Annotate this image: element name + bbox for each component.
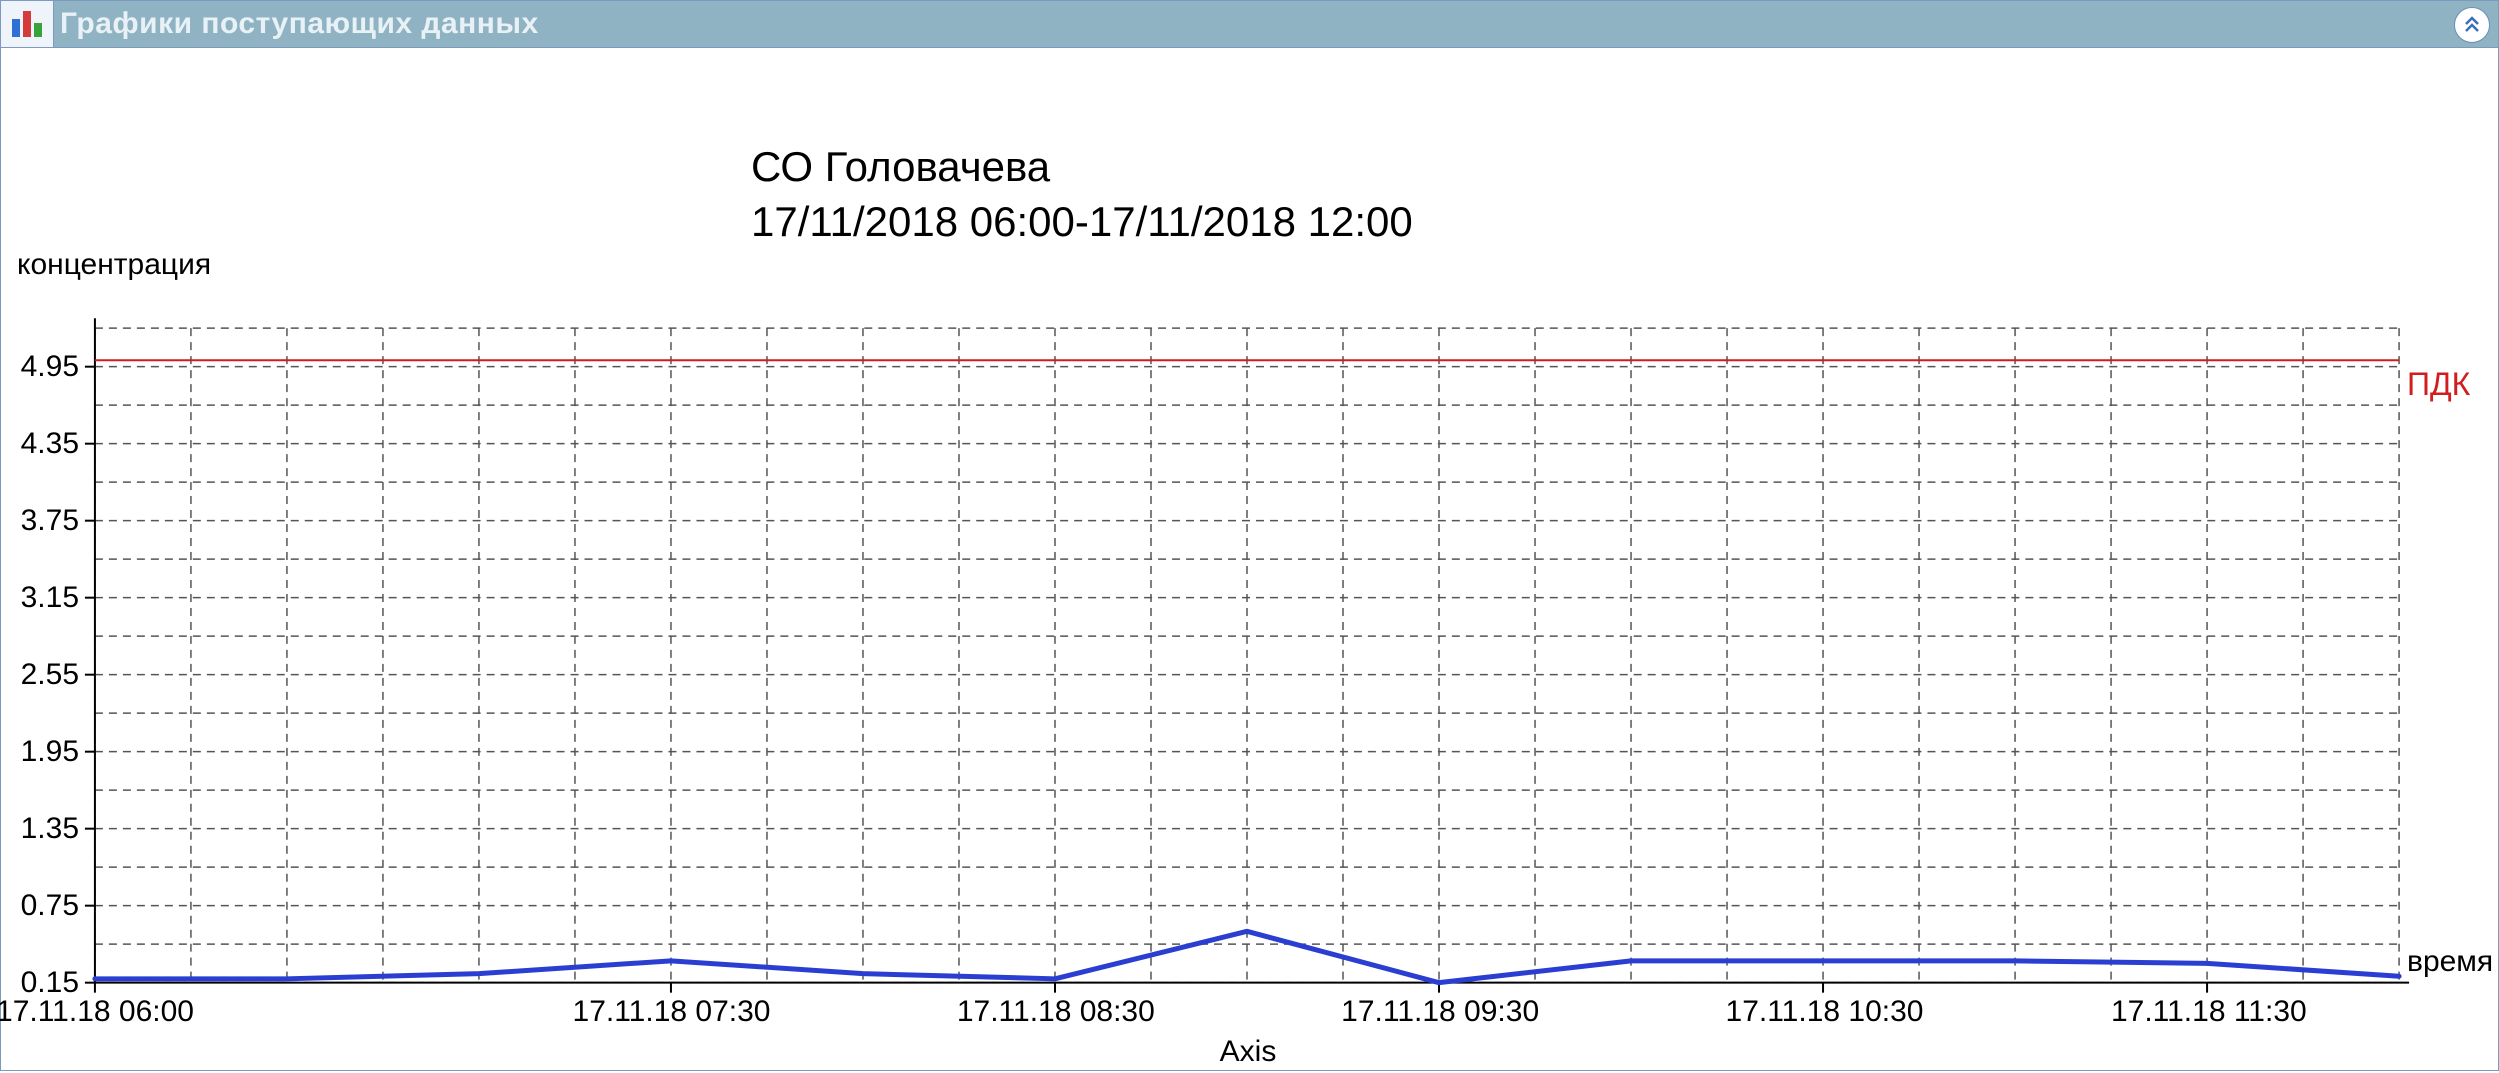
ytick-label: 4.95 xyxy=(21,350,79,384)
xtick-label: 17.11.18 07:30 xyxy=(573,995,771,1029)
bar-chart-icon xyxy=(10,9,44,39)
panel-titlebar: Графики поступающих данных xyxy=(1,1,2498,48)
x-axis-title-bottom: Axis xyxy=(1220,1035,1277,1069)
chevron-up-double-icon xyxy=(2463,16,2481,34)
ytick-label: 2.55 xyxy=(21,658,79,692)
chart-title-line1: СО Головачева xyxy=(751,143,1050,191)
xtick-label: 17.11.18 09:30 xyxy=(1341,995,1539,1029)
ytick-label: 4.35 xyxy=(21,427,79,461)
collapse-button[interactable] xyxy=(2454,7,2490,43)
y-axis-title: концентрация xyxy=(17,248,211,282)
ytick-label: 0.75 xyxy=(21,889,79,923)
panel-title: Графики поступающих данных xyxy=(54,7,539,41)
xtick-label: 17.11.18 11:30 xyxy=(2111,995,2307,1029)
chart-title-line2: 17/11/2018 06:00-17/11/2018 12:00 xyxy=(751,198,1413,246)
panel-icon-box xyxy=(1,1,54,47)
limit-label: ПДК xyxy=(2407,366,2470,403)
ytick-label: 3.15 xyxy=(21,581,79,615)
xtick-label: 17.11.18 06:00 xyxy=(0,995,194,1029)
xtick-label: 17.11.18 08:30 xyxy=(957,995,1155,1029)
ytick-label: 1.95 xyxy=(21,735,79,769)
xtick-label: 17.11.18 10:30 xyxy=(1726,995,1924,1029)
ytick-label: 1.35 xyxy=(21,812,79,846)
chart-panel: Графики поступающих данных 0.150.751.351… xyxy=(0,0,2499,1071)
x-axis-title-right: время xyxy=(2407,945,2493,979)
chart-area: 0.150.751.351.952.553.153.754.354.9517.1… xyxy=(1,48,2498,1073)
ytick-label: 3.75 xyxy=(21,504,79,538)
